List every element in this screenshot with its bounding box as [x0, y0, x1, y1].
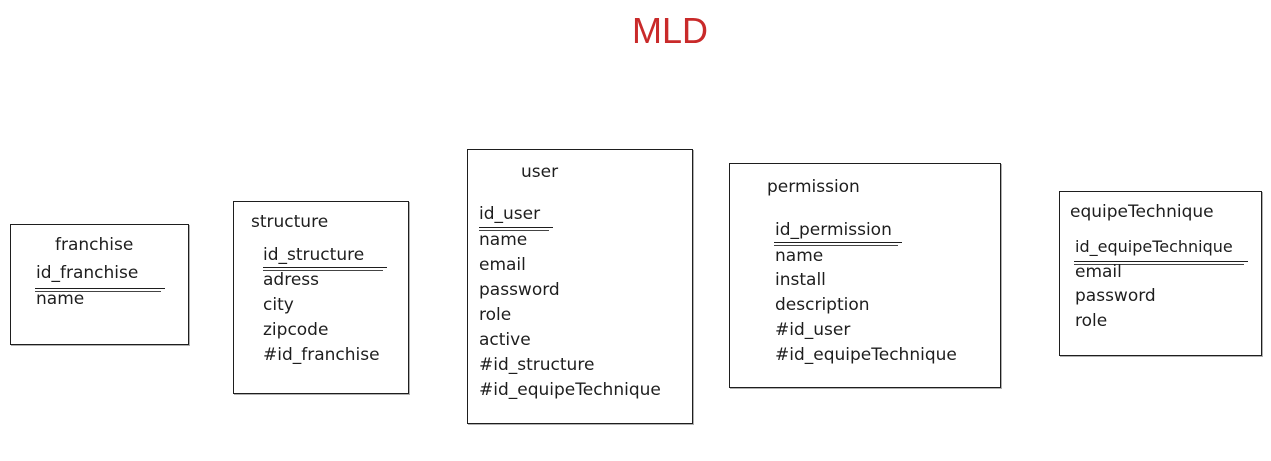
field: #id_equipeTechnique — [479, 380, 661, 400]
entity-permission[interactable]: permission id_permission name install de… — [729, 163, 1001, 388]
field: zipcode — [263, 320, 329, 340]
primary-key: id_permission — [775, 220, 892, 240]
field: email — [1075, 262, 1122, 282]
entity-equipe-technique[interactable]: equipeTechnique id_equipeTechnique email… — [1059, 191, 1262, 356]
key-divider — [774, 242, 902, 246]
key-divider — [263, 267, 387, 271]
key-divider — [479, 227, 553, 231]
field: name — [775, 246, 824, 266]
field: password — [479, 280, 560, 300]
field: name — [36, 289, 85, 309]
primary-key: id_user — [479, 204, 541, 224]
field: email — [479, 255, 526, 275]
primary-key: id_equipeTechnique — [1075, 237, 1233, 256]
field: name — [479, 230, 528, 250]
field: #id_user — [775, 320, 851, 340]
field: role — [479, 305, 512, 325]
primary-key: id_franchise — [36, 263, 139, 283]
entity-name: user — [521, 162, 559, 182]
field: description — [775, 295, 870, 315]
entity-name: franchise — [55, 235, 134, 255]
field: role — [1075, 311, 1108, 331]
key-divider — [35, 288, 165, 292]
entity-name: permission — [767, 177, 860, 197]
entity-user[interactable]: user id_user name email password role ac… — [467, 149, 693, 424]
field: #id_structure — [479, 355, 595, 375]
field: active — [479, 330, 531, 350]
diagram-title: MLD — [631, 10, 708, 51]
field: adress — [263, 270, 319, 290]
field: #id_franchise — [263, 345, 380, 365]
entity-structure[interactable]: structure id_structure adress city zipco… — [233, 201, 409, 394]
field: #id_equipeTechnique — [775, 345, 957, 365]
field: install — [775, 270, 826, 290]
primary-key: id_structure — [263, 245, 365, 265]
field: city — [263, 295, 294, 315]
key-divider — [1074, 261, 1248, 265]
entity-name: equipeTechnique — [1070, 202, 1214, 222]
field: password — [1075, 286, 1156, 306]
entity-name: structure — [251, 212, 329, 232]
entity-franchise[interactable]: franchise id_franchise name — [10, 224, 189, 345]
